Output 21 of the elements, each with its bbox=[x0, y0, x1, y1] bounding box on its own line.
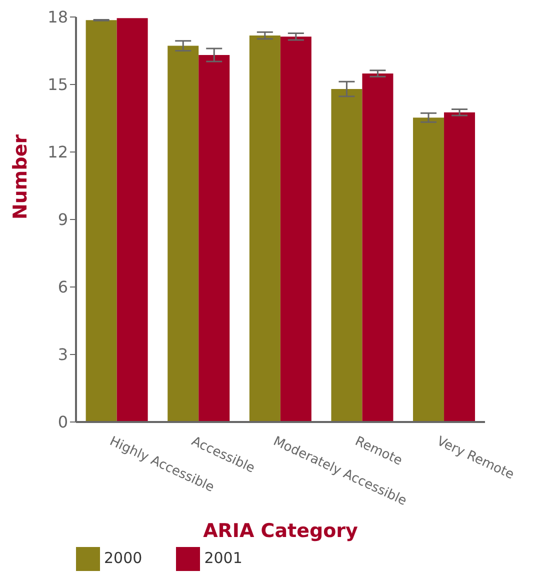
y-tick-label: 12 bbox=[48, 142, 68, 162]
bar bbox=[362, 73, 394, 422]
bar bbox=[413, 118, 444, 422]
bar bbox=[444, 112, 476, 422]
y-tick-label: 15 bbox=[48, 75, 68, 94]
y-tick-label: 9 bbox=[58, 210, 68, 230]
y-tick-label: 0 bbox=[58, 412, 68, 432]
y-tick-label: 3 bbox=[58, 345, 68, 364]
bar bbox=[280, 36, 312, 422]
bar bbox=[116, 18, 148, 422]
y-axis-title: Number bbox=[10, 134, 32, 220]
bar bbox=[331, 89, 362, 422]
bar bbox=[86, 20, 117, 422]
y-tick-label: 6 bbox=[58, 278, 68, 297]
bar bbox=[198, 55, 230, 422]
y-tick-label: 18 bbox=[48, 8, 68, 27]
bar bbox=[249, 35, 280, 422]
x-axis-title: ARIA Category bbox=[203, 520, 359, 542]
legend-label: 2000 bbox=[104, 549, 142, 568]
bar bbox=[168, 46, 199, 422]
legend-label: 2001 bbox=[204, 549, 242, 568]
